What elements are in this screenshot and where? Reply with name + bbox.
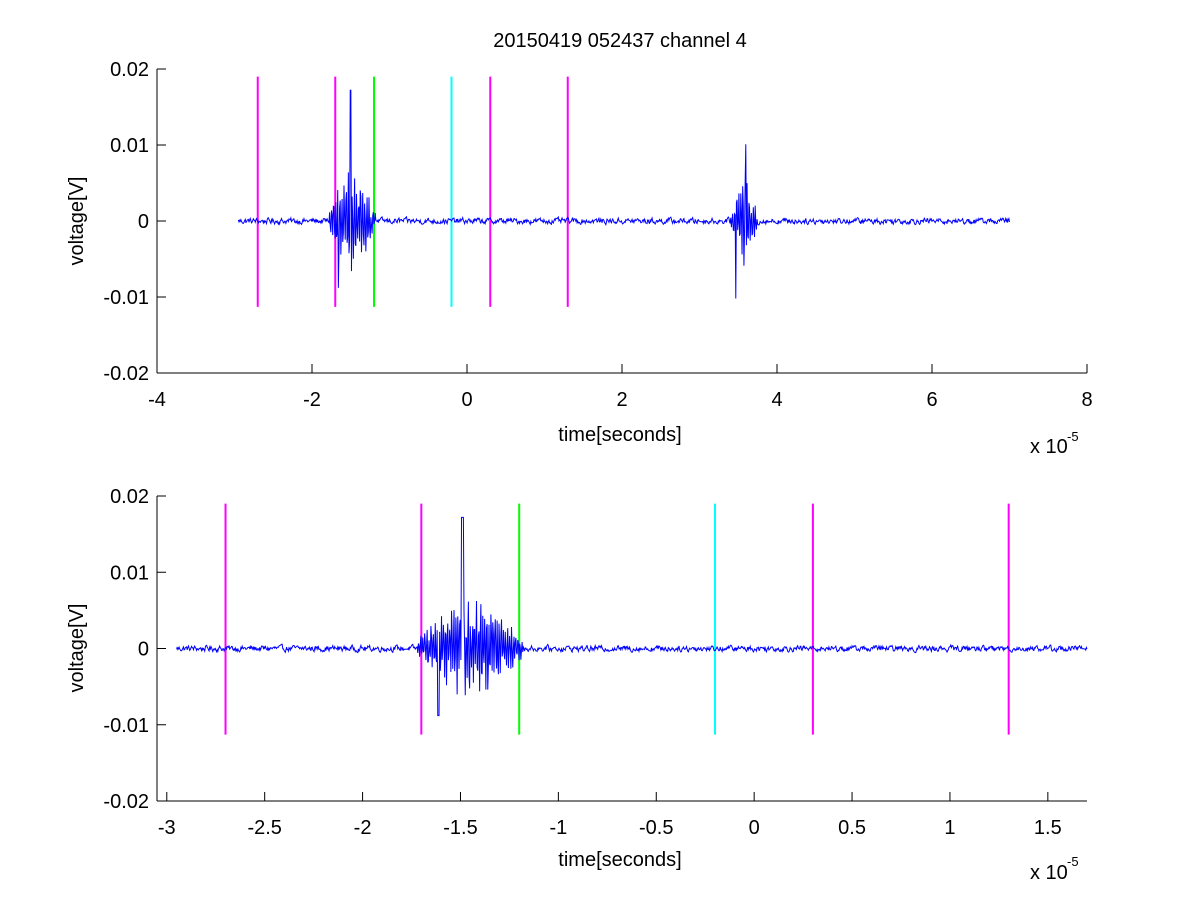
x-tick-label: -4 (148, 389, 166, 411)
top-x-axis-label: time[seconds] (558, 424, 681, 446)
x-tick-label: -3 (158, 817, 176, 839)
voltage-series-line (237, 89, 1010, 299)
x-tick-label: 0 (749, 817, 760, 839)
y-tick-label: -0.01 (103, 715, 149, 737)
y-tick-label: 0.02 (110, 59, 149, 81)
x-tick-label: 2 (616, 389, 627, 411)
x-tick-label: -2 (354, 817, 372, 839)
top-subplot: 20150419 052437 channel 4 -4 -2 0 2 4 6 8 -0.02… (66, 30, 1093, 458)
bottom-axis-ticks: -3 -2.5 -2 -1.5 -1 -0.5 0 0.5 1 1.5 -0.02 -0.01 0 0.0… (103, 486, 1061, 839)
x-tick-label: 0.5 (838, 817, 866, 839)
bottom-voltage-trace (176, 516, 1088, 717)
top-y-axis-label: voltage[V] (66, 177, 88, 266)
top-voltage-trace (237, 89, 1010, 299)
top-x-exponent-base: x 10 (1030, 436, 1068, 458)
x-tick-label: 4 (771, 389, 782, 411)
y-tick-label: -0.01 (103, 287, 149, 309)
y-tick-label: 0 (138, 639, 149, 661)
top-axis-ticks: -4 -2 0 2 4 6 8 -0.02 -0.01 0 0.01 0.02 (103, 59, 1092, 411)
y-tick-label: 0.01 (110, 135, 149, 157)
bottom-x-exponent-base: x 10 (1030, 862, 1068, 884)
voltage-series-line (176, 516, 1088, 717)
y-tick-label: 0 (138, 211, 149, 233)
x-tick-label: -2 (303, 389, 321, 411)
x-tick-label: 1 (944, 817, 955, 839)
bottom-y-axis-label: voltage[V] (66, 604, 88, 693)
bottom-event-markers (224, 503, 1010, 735)
x-tick-label: -1 (549, 817, 567, 839)
y-tick-label: -0.02 (103, 363, 149, 385)
y-tick-label: -0.02 (103, 791, 149, 813)
x-tick-label: 6 (926, 389, 937, 411)
y-tick-label: 0.01 (110, 562, 149, 584)
bottom-axes-frame (156, 496, 1087, 802)
x-tick-label: -1.5 (443, 817, 477, 839)
x-tick-label: -0.5 (639, 817, 673, 839)
x-tick-label: -2.5 (247, 817, 281, 839)
top-axes-frame (156, 69, 1087, 374)
x-tick-label: 0 (461, 389, 472, 411)
x-tick-label: 1.5 (1034, 817, 1062, 839)
bottom-subplot: -3 -2.5 -2 -1.5 -1 -0.5 0 0.5 1 1.5 -0.02 -0.01 0 0.0… (66, 486, 1088, 884)
y-tick-label: 0.02 (110, 486, 149, 508)
bottom-x-exponent-power: -5 (1067, 854, 1079, 869)
top-x-exponent-power: -5 (1067, 429, 1079, 444)
top-event-markers (256, 76, 569, 307)
x-tick-label: 8 (1081, 389, 1092, 411)
chart-title: 20150419 052437 channel 4 (493, 30, 747, 52)
bottom-x-axis-label: time[seconds] (558, 849, 681, 871)
